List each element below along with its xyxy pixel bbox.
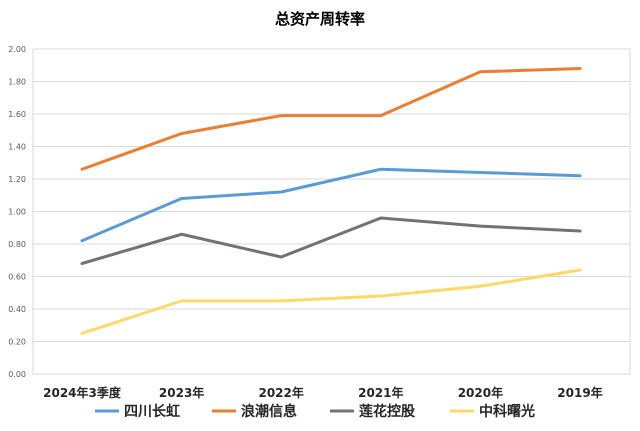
y-tick-label: 1.40 bbox=[8, 143, 26, 152]
series-line-1 bbox=[80, 67, 582, 171]
y-tick-label: 1.80 bbox=[8, 78, 26, 87]
axis-layer: 0.00 0.20 0.40 0.60 0.80 1.00 1.20 1.40 1.60 1.80… bbox=[8, 45, 603, 400]
x-tick-label: 2021年 bbox=[358, 385, 403, 400]
y-tick-label: 1.00 bbox=[8, 208, 26, 217]
y-tick-label: 0.20 bbox=[8, 338, 26, 347]
x-tick-label: 2023年 bbox=[159, 385, 204, 400]
y-tick-label: 0.40 bbox=[8, 305, 26, 314]
series-line-2 bbox=[80, 216, 582, 265]
y-tick-label: 0.60 bbox=[8, 273, 26, 282]
series-line-0 bbox=[80, 167, 582, 243]
x-tick-label: 2020年 bbox=[458, 385, 503, 400]
chart-title: 总资产周转率 bbox=[274, 10, 365, 28]
series-layer bbox=[80, 67, 582, 335]
y-tick-label: 1.20 bbox=[8, 175, 26, 184]
legend-label: 四川长虹 bbox=[124, 403, 180, 420]
y-tick-label: 1.60 bbox=[8, 110, 26, 119]
y-tick-label: 2.00 bbox=[8, 45, 26, 54]
legend-label: 浪潮信息 bbox=[241, 403, 297, 420]
series-line-3 bbox=[80, 268, 582, 335]
x-tick-label: 2024年3季度 bbox=[43, 385, 122, 400]
legend-label: 莲花控股 bbox=[359, 403, 416, 420]
grid-layer bbox=[32, 48, 631, 375]
legend: 四川长虹 浪潮信息 莲花控股 中科曙光 bbox=[95, 403, 535, 420]
y-tick-label: 0.80 bbox=[8, 240, 26, 249]
y-tick-label: 0.00 bbox=[8, 370, 26, 379]
x-tick-label: 2019年 bbox=[557, 385, 602, 400]
x-tick-label: 2022年 bbox=[258, 385, 303, 400]
legend-label: 中科曙光 bbox=[479, 403, 535, 420]
